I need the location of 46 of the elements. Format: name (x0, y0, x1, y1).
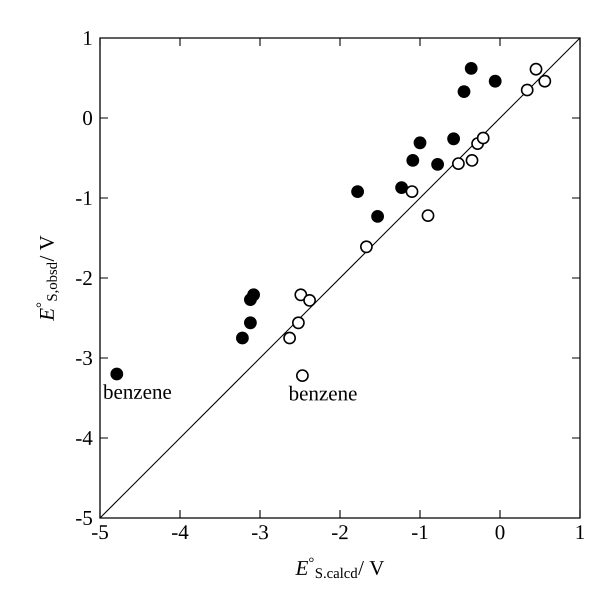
point (538, 74, 552, 88)
annotation: benzene (288, 386, 357, 401)
point (466, 154, 478, 167)
point (422, 209, 434, 222)
point (458, 85, 470, 98)
y-tick-label: -4 (76, 431, 92, 445)
point (303, 294, 316, 307)
point (292, 316, 305, 330)
point (530, 62, 542, 76)
x-tick-label: -2 (332, 525, 348, 540)
point (283, 332, 296, 344)
point (520, 84, 534, 96)
point (294, 288, 308, 302)
y-tick-label: -3 (76, 350, 92, 366)
annotation: benzene (103, 384, 172, 399)
x-tick-label: -3 (252, 525, 268, 540)
point (406, 185, 418, 198)
point (371, 210, 384, 223)
point (110, 368, 124, 380)
x-tick-label: 1 (576, 525, 584, 540)
x-tick-label: 0 (496, 525, 504, 540)
point (360, 240, 373, 254)
y-tick-label: -5 (76, 511, 92, 525)
x-axis-title: E$^{°}$$_{S.calcd}$/ V (295, 558, 384, 578)
point (452, 157, 465, 170)
point (296, 369, 309, 382)
y-tick-label: -2 (76, 271, 92, 285)
y-tick-label: 1 (84, 31, 92, 45)
point (431, 158, 444, 171)
point (244, 316, 257, 330)
y-axis-title: E$^{°}$$_{S,obsd}$/ V (36, 235, 60, 322)
point (406, 154, 420, 167)
point (247, 288, 260, 302)
y-tick-label: 0 (83, 110, 92, 126)
point (447, 132, 460, 146)
point (414, 136, 426, 150)
point (488, 74, 502, 88)
point (395, 181, 408, 194)
point (236, 332, 249, 344)
point (351, 185, 364, 198)
y-tick-label: -1 (76, 191, 92, 205)
x-tick-label: -1 (412, 525, 428, 540)
point (476, 132, 490, 144)
x-tick-label: -5 (92, 525, 108, 540)
x-tick-label: -4 (172, 525, 188, 540)
point (464, 62, 478, 75)
